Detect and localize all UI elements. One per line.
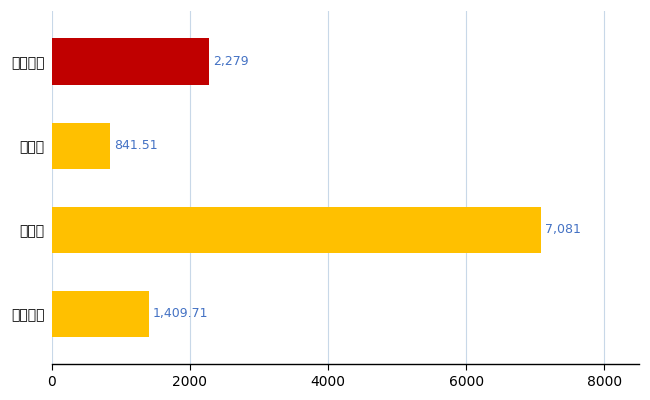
Text: 1,409.71: 1,409.71 <box>153 308 209 320</box>
Bar <box>51 38 209 85</box>
Text: 841.51: 841.51 <box>114 139 157 152</box>
Bar <box>51 122 110 169</box>
Text: 7,081: 7,081 <box>545 223 581 236</box>
Bar <box>51 291 149 337</box>
Text: 2,279: 2,279 <box>213 55 249 68</box>
Bar <box>51 207 541 253</box>
